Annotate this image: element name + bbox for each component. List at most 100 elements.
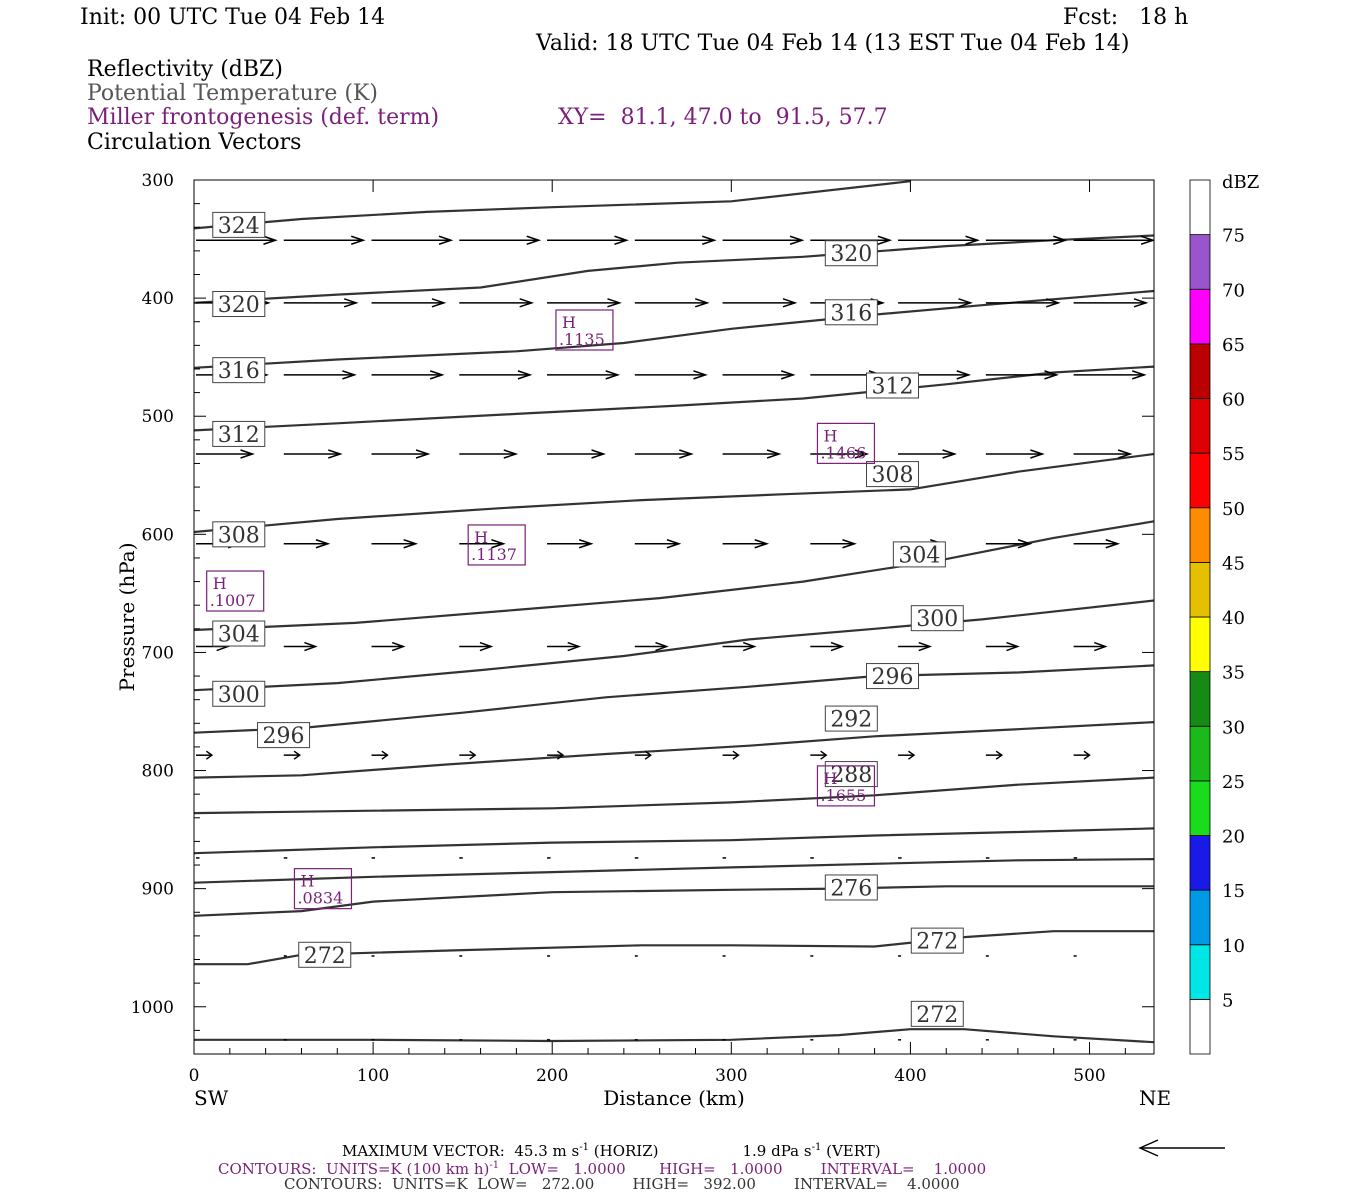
max-vector-horiz-label: (HORIZ): [593, 1142, 659, 1160]
contour-label-layer: 3243203203163163123123083083043043003002…: [212, 211, 964, 1028]
isentrope-label-304: 304: [898, 543, 940, 568]
isentrope-label-296-box: [866, 663, 920, 690]
circulation-vector-head: [1046, 298, 1061, 308]
isentrope-label-308: 308: [218, 523, 260, 548]
circulation-vector-head: [1006, 641, 1020, 652]
frontogenesis-max-box: [555, 309, 614, 351]
isentrope-label-300: 300: [218, 683, 260, 708]
isentrope-276-line: [194, 885, 1154, 917]
circulation-vector-head: [431, 298, 447, 308]
colorbar-segment: [1189, 343, 1211, 399]
isentrope-label-324-box: [212, 211, 266, 238]
y-tick-label: 1000: [131, 998, 174, 1018]
colorbar-segment: [1189, 671, 1211, 727]
y-tick-label: 800: [142, 762, 174, 782]
colorbar-tick-label: 30: [1222, 717, 1245, 738]
circulation-vector-head: [342, 370, 357, 380]
isentrope-label-296-box: [257, 722, 311, 749]
colorbar-tick-label: 60: [1222, 390, 1245, 411]
frontogenesis-max-box: [816, 765, 876, 807]
isentrope-label-272: 272: [916, 930, 958, 955]
isentrope-label-316-box: [212, 357, 266, 384]
isentrope-label-276-box: [824, 874, 878, 901]
colorbar: 5 10 15 20 25 30 35 40 45 50 55 60 65 70 75 dBZ: [1189, 172, 1259, 1055]
x-tick-label: 100: [357, 1066, 389, 1086]
circulation-vector-head: [293, 750, 301, 760]
colorbar-segment: [1189, 889, 1211, 946]
colorbar-tick-label: 10: [1222, 936, 1245, 957]
x-tick-label: 200: [536, 1066, 568, 1086]
forecast-hour: Fcst: 18 h: [1063, 5, 1189, 30]
x-tick-label: 500: [1073, 1066, 1105, 1086]
cross-section-endpoints: XY= 81.1, 47.0 to 91.5, 57.7: [558, 105, 888, 130]
frontogenesis-max-value: .1655: [820, 786, 866, 805]
isentrope-label-300-box: [212, 680, 266, 707]
isentrope-300-line: [194, 599, 1154, 692]
y-tick-label: 500: [142, 407, 174, 427]
circulation-vector-head: [343, 298, 359, 308]
circulation-vector-head: [526, 235, 542, 245]
isentrope-label-308-box: [866, 461, 920, 488]
y-axis-label: Pressure (hPa): [115, 543, 139, 692]
circulation-vector-head: [350, 235, 366, 245]
frontogenesis-max-symbol: H: [474, 528, 488, 547]
y-tick-label: 300: [142, 171, 174, 191]
colorbar-tick-label: 5: [1222, 990, 1233, 1011]
colorbar-segment: [1189, 507, 1211, 563]
circulation-vector-head: [1140, 235, 1154, 245]
circulation-vector-head: [877, 235, 893, 245]
axes-layer: 300 400 500 600 700 800 900 1000 0 100 200 300 400 50…: [115, 171, 1171, 1110]
x-axis-label: Distance (km): [603, 1086, 745, 1110]
circulation-vector-head: [1117, 449, 1133, 459]
frontogenesis-contour-units: CONTOURS: UNITS=K (100 km h): [218, 1160, 490, 1178]
colorbar-segment: [1189, 780, 1211, 836]
x-tick-label: 400: [894, 1066, 926, 1086]
isentrope-label-304-box: [892, 541, 946, 568]
circulation-vector-head: [315, 539, 331, 549]
circulation-vector-head: [328, 449, 343, 459]
isentrope-label-300-box: [910, 605, 964, 632]
circulation-vector-head: [469, 750, 477, 760]
isentrope-label-300: 300: [916, 607, 958, 632]
circulation-vector-head: [614, 235, 629, 245]
isentrope-296-line: [194, 664, 1154, 734]
circulation-vector-head: [666, 539, 682, 549]
frontogenesis-max-box: [467, 524, 526, 566]
max-vector-horiz-exponent: -1: [579, 1142, 589, 1153]
isentrope-label-304: 304: [218, 623, 260, 648]
isentrope-contour-info: CONTOURS: UNITS=K LOW= 272.00 HIGH= 392.…: [284, 1175, 960, 1193]
valid-time: Valid: 18 UTC Tue 04 Feb 14 (13 EST Tue …: [536, 31, 1130, 56]
isentrope-label-320-box: [212, 291, 266, 318]
circulation-vector-head: [732, 750, 740, 760]
circulation-vector-head: [1044, 370, 1059, 380]
isentrope-label-272: 272: [916, 1003, 958, 1028]
circulation-vector-head: [1017, 539, 1033, 549]
circulation-vector-head: [519, 298, 535, 308]
init-time: Init: 00 UTC Tue 04 Feb 14: [80, 5, 386, 30]
vector-layer: [196, 235, 1154, 1041]
circulation-vector-head: [918, 641, 933, 652]
max-vector-vert-exponent: -1: [811, 1142, 822, 1153]
colorbar-tick-label: 50: [1222, 499, 1245, 520]
isentrope-label-276: 276: [830, 876, 872, 901]
isentrope-label-312: 312: [218, 423, 260, 448]
isentrope-280-line: [194, 858, 1154, 884]
circulation-vector-head: [693, 370, 708, 380]
field-reflectivity: Reflectivity (dBZ): [87, 57, 283, 82]
isentrope-label-304-box: [212, 620, 266, 647]
max-vector-line: MAXIMUM VECTOR: 45.3 m s-1 (HORIZ) 1.9 dP…: [342, 1139, 881, 1160]
circulation-vector-head: [766, 449, 782, 459]
circulation-vector-head: [965, 235, 980, 245]
colorbar-segment: [1189, 179, 1211, 236]
circulation-vector-head: [605, 370, 621, 380]
isentrope-label-320-box: [824, 240, 878, 267]
circulation-vector-head: [754, 539, 770, 549]
colorbar-segment: [1189, 234, 1211, 290]
colorbar-tick-label: 35: [1222, 663, 1245, 684]
isentrope-label-292-box: [824, 705, 878, 732]
field-frontogenesis: Miller frontogenesis (def. term): [87, 105, 440, 130]
frontogenesis-max-symbol: H: [300, 872, 314, 891]
circulation-vector-head: [381, 750, 389, 760]
isentrope-label-272-box: [910, 927, 964, 954]
